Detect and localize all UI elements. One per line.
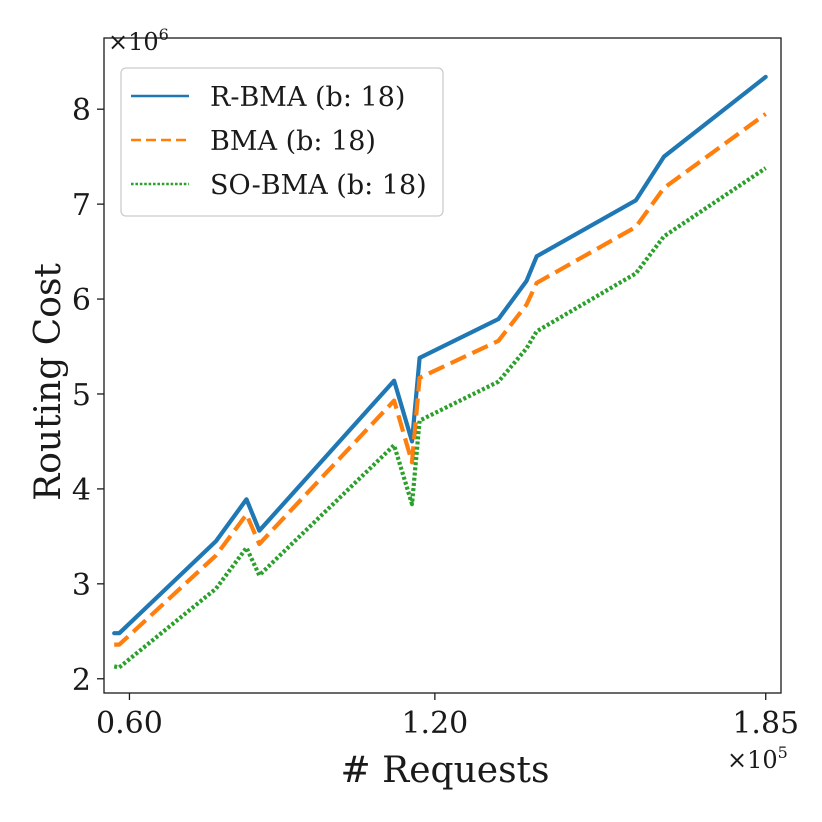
legend-label: BMA (b: 18) <box>210 126 376 157</box>
y-tick-label: 4 <box>72 473 91 508</box>
legend-box <box>120 67 444 217</box>
ticks-layer: 2 3 4 5 6 7 8 0.60 1.20 1.85 <box>72 93 799 741</box>
y-tick-label: 7 <box>72 188 91 223</box>
series-layer <box>112 74 768 670</box>
x-axis-multiplier: ×105 <box>727 743 788 774</box>
plot-frame <box>103 37 782 694</box>
x-tick-label: 1.85 <box>732 706 799 741</box>
y-tick-label: 6 <box>72 283 91 318</box>
y-axis-multiplier: ×106 <box>108 25 169 56</box>
series-line-so-bma-b-18 <box>113 166 767 670</box>
legend-label: SO-BMA (b: 18) <box>210 170 427 201</box>
legend-label: R-BMA (b: 18) <box>210 82 405 113</box>
y-tick-label: 5 <box>72 378 91 413</box>
x-tick-label: 1.20 <box>401 706 468 741</box>
x-axis-title: # Requests <box>341 750 550 791</box>
legend: R-BMA (b: 18) BMA (b: 18) SO-BMA (b: 18) <box>120 67 444 217</box>
y-axis-title: Routing Cost <box>28 263 69 501</box>
y-tick-label: 8 <box>72 93 91 128</box>
y-tick-label: 3 <box>72 568 91 603</box>
series-line-bma-b-18 <box>114 112 767 647</box>
y-tick-label: 2 <box>72 663 91 698</box>
x-tick-label: 0.60 <box>96 706 163 741</box>
